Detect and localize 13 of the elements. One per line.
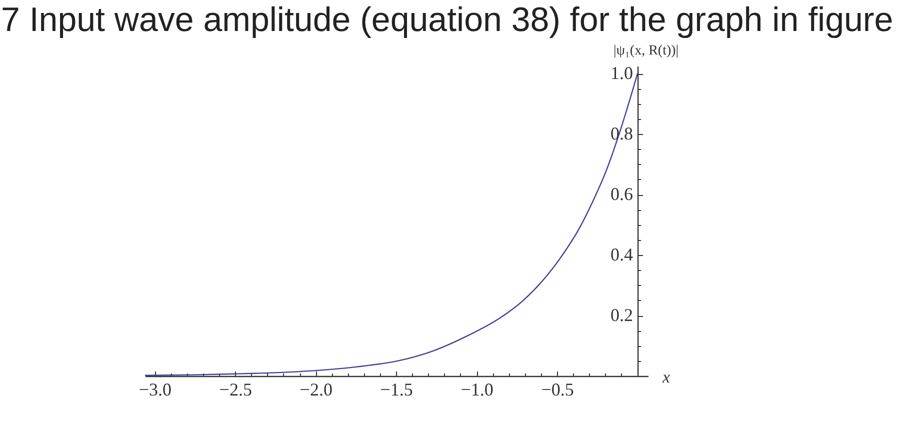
x-tick-label: −1.0 [460, 380, 494, 400]
y-tick-label: 0.4 [610, 244, 634, 265]
x-tick-label: −2.0 [300, 380, 332, 400]
y-tick-label: 0.2 [610, 305, 634, 326]
y-tick-label: 1.0 [610, 63, 634, 84]
x-tick-label: −0.5 [541, 380, 574, 400]
x-tick-label: −2.5 [219, 380, 252, 400]
y-axis-title: |ψ₁(x, R(t))| [613, 44, 679, 58]
x-tick-label: −3.0 [138, 380, 172, 400]
x-axis-title: x [662, 368, 670, 386]
y-tick-label: 0.6 [610, 184, 634, 204]
x-tick-label: −1.5 [380, 380, 413, 400]
chart-title: 7 Input wave amplitude (equation 38) for the graph in figure [1, 1, 894, 39]
